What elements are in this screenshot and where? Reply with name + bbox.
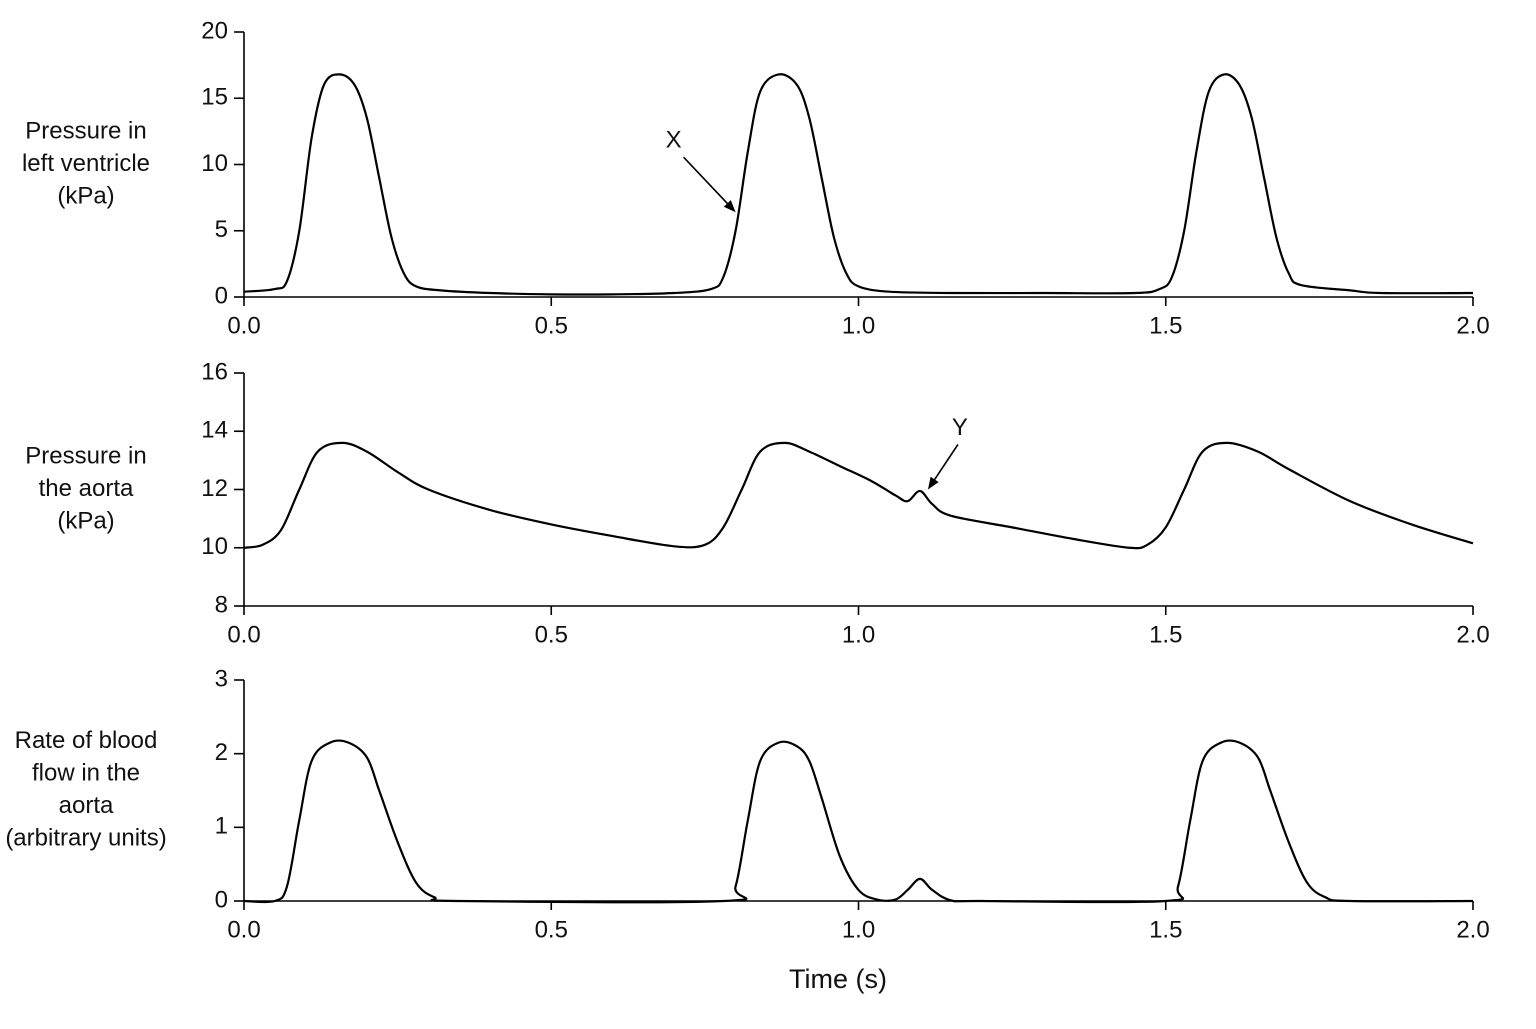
- y-axis-label: (arbitrary units): [5, 825, 166, 852]
- data-line: [243, 441, 1474, 550]
- x-tick-label: 0.5: [535, 312, 568, 339]
- y-axis-label: flow in the: [32, 760, 140, 787]
- x-tick-label: 0.5: [535, 916, 568, 943]
- y-axis-label: Pressure in: [25, 442, 146, 469]
- y-tick-label: 8: [215, 591, 228, 618]
- annotation-arrow: [683, 156, 733, 209]
- y-tick-label: 1: [215, 813, 228, 840]
- data-line: [243, 739, 1474, 904]
- annotation-arrowhead: [927, 476, 939, 490]
- y-tick-label: 20: [201, 17, 228, 44]
- x-tick-label: 1.0: [842, 621, 875, 648]
- x-tick-label: 1.0: [842, 312, 875, 339]
- data-line: [243, 73, 1474, 296]
- x-tick-label: 1.5: [1149, 621, 1182, 648]
- annotation-label: X: [666, 127, 682, 154]
- y-axis-label: Pressure in: [25, 117, 146, 144]
- annotation-arrow: [930, 444, 959, 485]
- y-axis-label: aorta: [59, 792, 114, 819]
- x-tick-label: 2.0: [1456, 312, 1489, 339]
- x-tick-label: 0.0: [227, 312, 260, 339]
- y-axis-label: (kPa): [57, 182, 114, 209]
- y-tick-label: 15: [201, 84, 228, 111]
- x-tick-label: 2.0: [1456, 916, 1489, 943]
- x-tick-label: 1.5: [1149, 916, 1182, 943]
- y-tick-label: 16: [201, 358, 228, 385]
- annotation-label: Y: [952, 414, 968, 441]
- y-tick-label: 0: [215, 282, 228, 309]
- y-tick-label: 2: [215, 739, 228, 766]
- y-tick-label: 10: [201, 150, 228, 177]
- x-tick-label: 0.5: [535, 621, 568, 648]
- x-tick-label: 2.0: [1456, 621, 1489, 648]
- x-tick-label: 0.0: [227, 916, 260, 943]
- y-axis-label: the aorta: [39, 475, 134, 502]
- y-tick-label: 5: [215, 216, 228, 243]
- x-axis-label: Time (s): [789, 964, 887, 994]
- x-tick-label: 1.5: [1149, 312, 1182, 339]
- annotation-arrowhead: [723, 200, 736, 213]
- x-tick-label: 1.0: [842, 916, 875, 943]
- y-axis-label: (kPa): [57, 507, 114, 534]
- y-axis-label: left ventricle: [22, 150, 150, 177]
- y-tick-label: 14: [201, 417, 228, 444]
- y-tick-label: 12: [201, 475, 228, 502]
- y-axis-label: Rate of blood: [15, 727, 158, 754]
- x-tick-label: 0.0: [227, 621, 260, 648]
- y-tick-label: 3: [215, 665, 228, 692]
- y-tick-label: 10: [201, 533, 228, 560]
- y-tick-label: 0: [215, 886, 228, 913]
